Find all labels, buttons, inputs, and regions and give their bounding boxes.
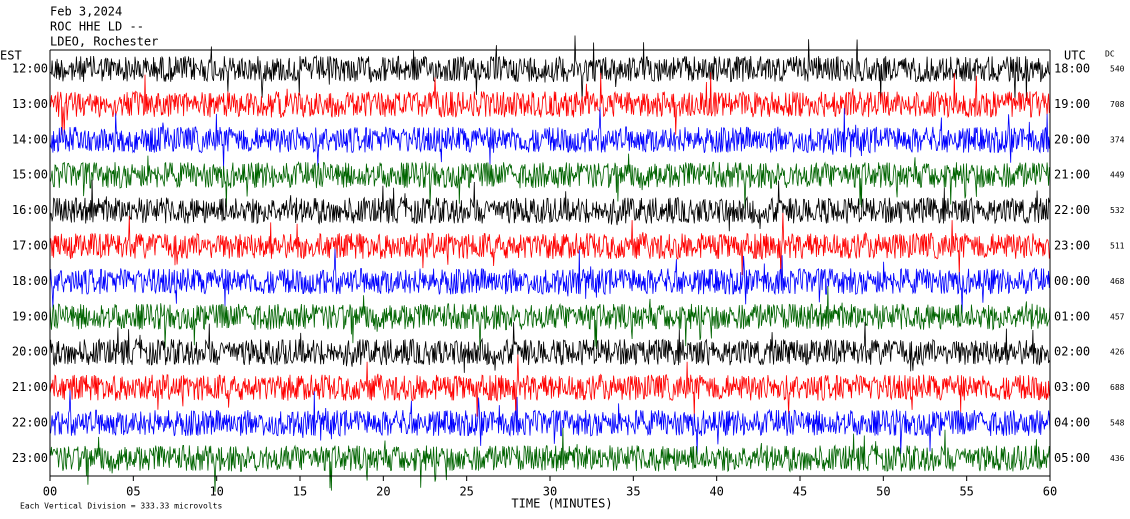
x-tick-label: 40 [709, 485, 723, 499]
trace [49, 212, 1051, 276]
dc-value: 688 [1110, 383, 1125, 392]
est-label: 14:00 [12, 132, 48, 146]
est-label: 15:00 [12, 168, 48, 182]
utc-label: 03:00 [1054, 380, 1090, 394]
utc-label: 04:00 [1054, 416, 1090, 430]
dc-value: 511 [1110, 242, 1125, 251]
trace [49, 35, 1051, 102]
utc-label: 22:00 [1054, 203, 1090, 217]
utc-label: 18:00 [1054, 62, 1090, 76]
footer: Each Vertical Division = 333.33 microvol… [20, 502, 222, 511]
est-label: 17:00 [12, 239, 48, 253]
dc-value: 532 [1110, 206, 1125, 215]
dc-value: 436 [1110, 454, 1125, 463]
est-label: 12:00 [12, 62, 48, 76]
utc-label: 00:00 [1054, 274, 1090, 288]
dc-value: 468 [1110, 277, 1125, 286]
utc-label: 21:00 [1054, 168, 1090, 182]
right-label: UTC [1064, 49, 1086, 63]
est-label: 19:00 [12, 309, 48, 323]
trace [49, 248, 1051, 314]
x-tick-label: 00 [43, 485, 57, 499]
dc-value: 548 [1110, 419, 1125, 428]
title-line: Feb 3,2024 [50, 5, 122, 19]
trace [49, 179, 1051, 232]
x-tick-label: 60 [1043, 485, 1057, 499]
x-tick-label: 20 [376, 485, 390, 499]
dc-value: 708 [1110, 100, 1125, 109]
trace [49, 107, 1051, 170]
dc-value: 449 [1110, 171, 1125, 180]
est-label: 16:00 [12, 203, 48, 217]
x-tick-label: 30 [543, 485, 557, 499]
x-tick-label: 50 [876, 485, 890, 499]
x-tick-label: 45 [793, 485, 807, 499]
x-tick-label: 05 [126, 485, 140, 499]
x-tick-label: 25 [459, 485, 473, 499]
dc-value: 457 [1110, 312, 1125, 321]
x-tick-label: 35 [626, 485, 640, 499]
utc-label: 05:00 [1054, 451, 1090, 465]
title-line: LDEO, Rochester [50, 35, 158, 49]
dc-value: 426 [1110, 348, 1125, 357]
utc-label: 19:00 [1054, 97, 1090, 111]
utc-label: 01:00 [1054, 309, 1090, 323]
utc-label: 23:00 [1054, 239, 1090, 253]
utc-label: 20:00 [1054, 132, 1090, 146]
trace [49, 354, 1051, 418]
trace [49, 153, 1051, 209]
trace [49, 427, 1051, 492]
x-tick-label: 10 [209, 485, 223, 499]
x-axis-label: TIME (MINUTES) [511, 497, 612, 511]
est-label: 20:00 [12, 345, 48, 359]
x-tick-label: 55 [959, 485, 973, 499]
est-label: 18:00 [12, 274, 48, 288]
dc-label: DC [1105, 50, 1115, 59]
est-label: 22:00 [12, 416, 48, 430]
trace [49, 72, 1051, 136]
est-label: 13:00 [12, 97, 48, 111]
dc-value: 374 [1110, 135, 1125, 144]
left-label: EST [0, 49, 22, 63]
trace [49, 390, 1051, 456]
dc-value: 540 [1110, 65, 1125, 74]
trace [49, 285, 1051, 351]
est-label: 21:00 [12, 380, 48, 394]
traces [49, 35, 1051, 492]
title-line: ROC HHE LD -- [50, 20, 144, 34]
x-tick-label: 15 [293, 485, 307, 499]
utc-label: 02:00 [1054, 345, 1090, 359]
trace [49, 321, 1051, 373]
est-label: 23:00 [12, 451, 48, 465]
